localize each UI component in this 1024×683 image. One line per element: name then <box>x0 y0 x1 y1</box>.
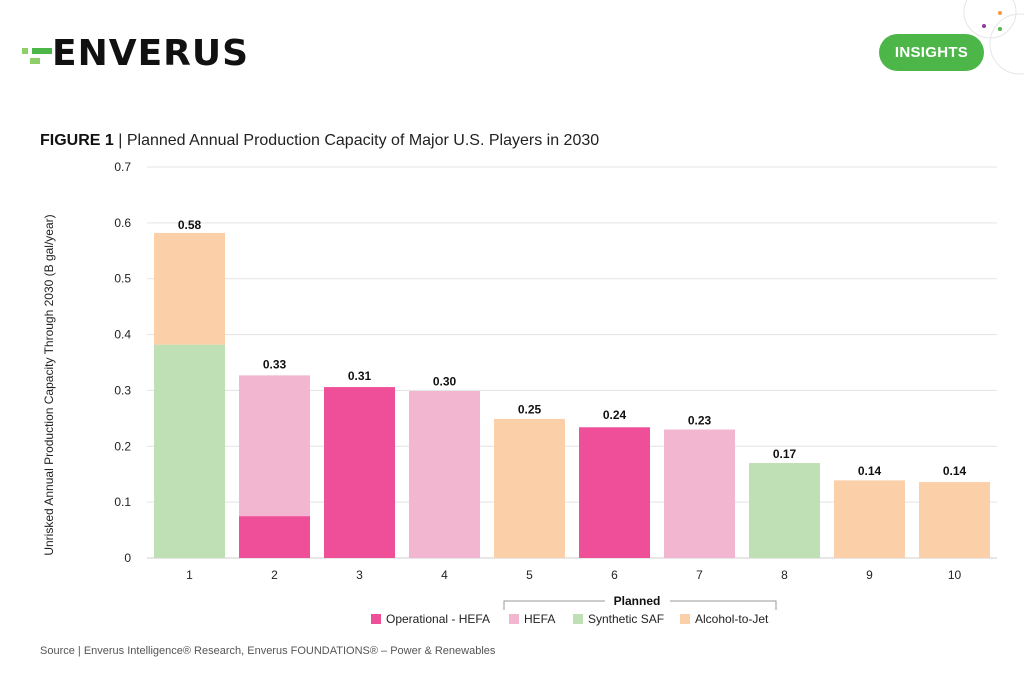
legend-label: Alcohol-to-Jet <box>695 612 769 626</box>
bar-segment <box>919 482 990 558</box>
legend-group-bracket: Planned <box>503 594 777 610</box>
decorative-circles <box>963 0 1024 75</box>
insights-badge[interactable]: INSIGHTS <box>879 34 984 71</box>
y-axis-ticks: 0 0.1 0.2 0.3 0.4 0.5 0.6 0.7 <box>114 160 131 565</box>
bar-segment <box>154 232 225 345</box>
legend-item: HEFA <box>509 612 555 626</box>
bracket-line <box>503 600 777 610</box>
data-label: 0.31 <box>348 369 372 383</box>
y-tick-label: 0.1 <box>114 495 131 509</box>
x-tick-label: 2 <box>271 568 278 582</box>
data-labels: 0.58 0.33 0.31 0.30 0.25 0.24 0.23 0.17 0.14 0.14 <box>178 218 967 478</box>
legend-item: Synthetic SAF <box>573 612 664 626</box>
data-label: 0.25 <box>518 402 542 416</box>
bar-segment <box>749 463 820 558</box>
legend: Operational - HEFA HEFA Synthetic SAF Alcoh… <box>371 594 777 626</box>
x-tick-label: 10 <box>948 568 962 582</box>
legend-item: Operational - HEFA <box>371 612 490 626</box>
enverus-logo: ENVERUS <box>22 34 249 74</box>
y-tick-label: 0.2 <box>114 439 131 453</box>
y-tick-label: 0.3 <box>114 383 131 397</box>
bar-segment <box>154 344 225 558</box>
legend-label: HEFA <box>524 612 555 626</box>
data-label: 0.14 <box>858 464 882 478</box>
data-label: 0.24 <box>603 408 627 422</box>
x-tick-label: 8 <box>781 568 788 582</box>
data-label: 0.14 <box>943 464 967 478</box>
legend-group-label: Planned <box>614 594 661 608</box>
bar-segment <box>239 375 310 517</box>
data-label: 0.17 <box>773 447 797 461</box>
y-tick-label: 0.5 <box>114 272 131 286</box>
legend-item: Alcohol-to-Jet <box>680 612 769 626</box>
x-axis-ticks: 1 2 3 4 5 6 7 8 9 10 <box>186 568 961 582</box>
legend-label: Operational - HEFA <box>386 612 490 626</box>
legend-swatch <box>680 614 690 624</box>
logo-mark-icon <box>22 36 52 72</box>
figure-title: FIGURE 1 | Planned Annual Production Cap… <box>40 132 599 150</box>
legend-swatch <box>573 614 583 624</box>
bar-segment <box>324 387 395 558</box>
data-label: 0.30 <box>433 374 457 388</box>
bar-segment <box>239 516 310 558</box>
figure-label: FIGURE 1 <box>40 132 114 149</box>
bar-segment <box>579 427 650 558</box>
source-note: Source | Enverus Intelligence® Research,… <box>40 645 496 657</box>
legend-swatch <box>509 614 519 624</box>
y-axis-label: Unrisked Annual Production Capacity Thro… <box>42 214 56 555</box>
title-separator: | <box>118 132 123 149</box>
x-tick-label: 6 <box>611 568 618 582</box>
x-tick-label: 1 <box>186 568 193 582</box>
x-tick-label: 7 <box>696 568 703 582</box>
data-label: 0.58 <box>178 218 202 232</box>
x-tick-label: 5 <box>526 568 533 582</box>
bar-segment <box>494 418 565 558</box>
bar-segment <box>834 480 905 558</box>
x-tick-label: 9 <box>866 568 873 582</box>
legend-swatch <box>371 614 381 624</box>
y-tick-label: 0 <box>124 551 131 565</box>
figure-title-text: Planned Annual Production Capacity of Ma… <box>126 132 600 149</box>
bar-segment <box>409 390 480 558</box>
legend-label: Synthetic SAF <box>588 612 664 626</box>
x-tick-label: 3 <box>356 568 363 582</box>
x-tick-label: 4 <box>441 568 448 582</box>
logo-text: ENVERUS <box>52 33 250 74</box>
data-label: 0.23 <box>688 414 712 428</box>
bar-segment <box>664 429 735 558</box>
y-tick-label: 0.6 <box>114 216 131 230</box>
bar-chart: 0 0.1 0.2 0.3 0.4 0.5 0.6 0.7 Unrisked Annual P… <box>42 160 997 626</box>
y-tick-label: 0.4 <box>114 328 131 342</box>
y-tick-label: 0.7 <box>114 160 131 174</box>
bars <box>154 232 990 558</box>
data-label: 0.33 <box>263 358 287 372</box>
